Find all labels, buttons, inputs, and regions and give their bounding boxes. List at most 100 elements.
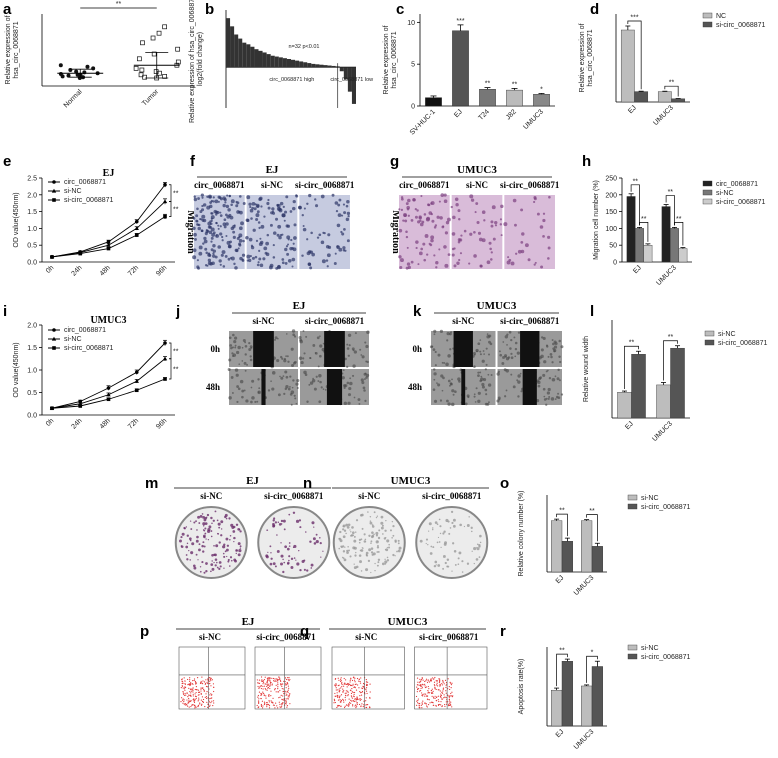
event bbox=[418, 706, 420, 709]
event bbox=[263, 692, 265, 695]
event bbox=[342, 685, 345, 687]
colony bbox=[231, 525, 235, 529]
event bbox=[269, 680, 271, 682]
legend-swatch bbox=[627, 494, 638, 501]
cell bbox=[284, 370, 288, 374]
cell bbox=[207, 225, 212, 229]
colony bbox=[439, 532, 442, 535]
event bbox=[212, 700, 215, 702]
event bbox=[344, 696, 346, 699]
event bbox=[210, 693, 212, 695]
wound-gap bbox=[326, 369, 343, 405]
event bbox=[356, 696, 358, 698]
event bbox=[362, 706, 364, 708]
cell bbox=[279, 233, 283, 237]
sig-bracket bbox=[556, 653, 568, 687]
colony bbox=[295, 559, 297, 561]
cell bbox=[338, 198, 342, 202]
cell bbox=[434, 350, 437, 354]
event bbox=[273, 704, 276, 706]
cell bbox=[400, 208, 404, 212]
cell bbox=[231, 391, 234, 394]
colony bbox=[210, 530, 213, 532]
cell bbox=[343, 228, 346, 231]
cell bbox=[354, 332, 357, 335]
cell bbox=[233, 262, 236, 266]
cell bbox=[398, 228, 403, 233]
bar bbox=[661, 206, 671, 263]
colony bbox=[466, 562, 470, 565]
event bbox=[440, 694, 443, 696]
bar bbox=[347, 67, 352, 92]
colony bbox=[183, 526, 186, 530]
cell bbox=[474, 401, 477, 403]
colony bbox=[237, 542, 241, 546]
cell bbox=[212, 244, 216, 248]
event bbox=[206, 701, 208, 703]
event bbox=[415, 695, 418, 698]
event bbox=[417, 702, 419, 704]
cell bbox=[492, 237, 496, 241]
legend-swatch bbox=[627, 653, 638, 660]
cell bbox=[306, 238, 309, 241]
event bbox=[288, 696, 290, 698]
point bbox=[85, 64, 90, 69]
event bbox=[188, 697, 190, 700]
event bbox=[279, 689, 281, 692]
x-tick-label: UMUC3 bbox=[522, 108, 545, 131]
cell bbox=[468, 262, 471, 265]
cell bbox=[251, 206, 255, 210]
colony bbox=[315, 539, 319, 544]
event bbox=[355, 698, 357, 700]
cell bbox=[264, 251, 268, 255]
cell bbox=[452, 215, 456, 220]
panel-title: EJ bbox=[246, 475, 259, 487]
wound-gap bbox=[453, 331, 473, 367]
event bbox=[183, 700, 185, 703]
colony bbox=[389, 529, 392, 532]
cell bbox=[241, 395, 244, 399]
cell bbox=[439, 399, 443, 402]
event bbox=[270, 681, 272, 684]
event bbox=[274, 680, 277, 682]
cell bbox=[533, 263, 536, 266]
cell bbox=[277, 224, 282, 229]
cell bbox=[517, 395, 520, 398]
y-tick-label: 1.5 bbox=[27, 345, 37, 352]
column-label: si-NC bbox=[355, 632, 377, 642]
cell bbox=[300, 360, 304, 365]
event bbox=[258, 706, 260, 708]
event bbox=[361, 691, 363, 694]
bar bbox=[299, 61, 304, 68]
point bbox=[52, 328, 56, 332]
x-tick-label: SV-HUC-1 bbox=[409, 108, 437, 136]
colony bbox=[382, 533, 384, 535]
event bbox=[443, 697, 445, 699]
colony bbox=[438, 541, 441, 543]
colony bbox=[280, 554, 284, 558]
cell bbox=[219, 232, 223, 236]
column-label: si-circ_0068871 bbox=[305, 316, 365, 326]
event bbox=[342, 691, 344, 693]
event bbox=[191, 688, 193, 690]
colony bbox=[274, 565, 277, 568]
cell bbox=[310, 231, 313, 235]
cell bbox=[558, 339, 561, 343]
plate bbox=[332, 506, 406, 579]
event bbox=[286, 706, 288, 708]
cell bbox=[239, 379, 244, 384]
cell bbox=[273, 338, 276, 341]
event bbox=[287, 691, 289, 693]
event bbox=[180, 687, 182, 689]
cell bbox=[259, 263, 264, 268]
cell bbox=[477, 374, 480, 377]
cell bbox=[316, 236, 320, 239]
event bbox=[280, 706, 282, 709]
colony bbox=[457, 563, 460, 566]
cell bbox=[406, 205, 410, 210]
cell bbox=[366, 330, 370, 335]
bar bbox=[591, 666, 604, 727]
point bbox=[134, 370, 139, 375]
event bbox=[279, 696, 281, 698]
x-tick-label: Normal bbox=[63, 88, 84, 109]
